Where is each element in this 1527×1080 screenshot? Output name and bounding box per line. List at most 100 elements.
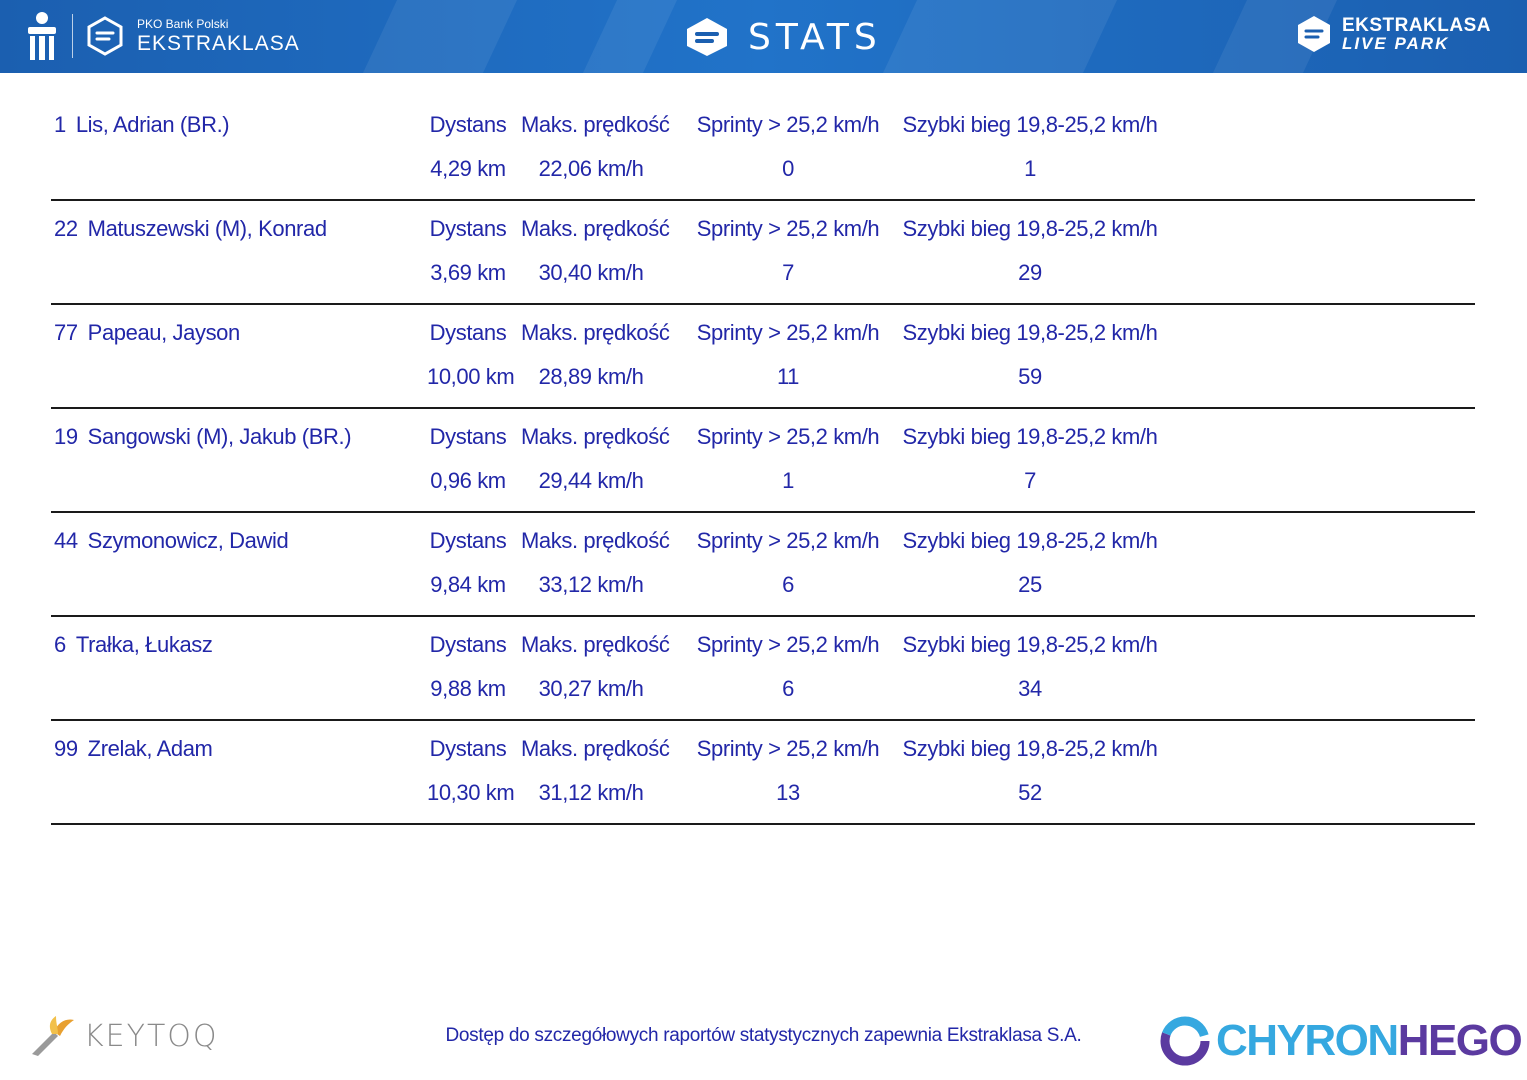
distance-label: Dystans xyxy=(429,528,507,553)
max-speed-label: Maks. prędkość xyxy=(521,736,670,761)
sprints-label: Sprinty > 25,2 km/h xyxy=(696,320,880,345)
distance-value: 9,88 km xyxy=(430,676,506,701)
player-name: Zrelak, Adam xyxy=(87,736,213,761)
max-speed-value: 30,27 km/h xyxy=(538,676,644,701)
player-row: 6 Trałka, Łukasz Dystans Maks. prędkość S… xyxy=(51,617,1475,721)
distance-label: Dystans xyxy=(429,736,507,761)
max-speed-value: 30,40 km/h xyxy=(538,260,644,285)
max-speed-value: 31,12 km/h xyxy=(538,780,644,805)
max-speed-label: Maks. prędkość xyxy=(521,112,670,137)
sprints-value: 7 xyxy=(782,260,794,285)
distance-value: 0,96 km xyxy=(430,468,506,493)
distance-label: Dystans xyxy=(429,112,507,137)
sprints-label: Sprinty > 25,2 km/h xyxy=(696,632,880,657)
player-name-cell: 19 Sangowski (M), Jakub (BR.) xyxy=(54,424,352,450)
max-speed-value: 28,89 km/h xyxy=(538,364,644,389)
fast-run-label: Szybki bieg 19,8-25,2 km/h xyxy=(902,320,1158,345)
player-row: 44 Szymonowicz, Dawid Dystans Maks. prędk… xyxy=(51,513,1475,617)
player-name-cell: 44 Szymonowicz, Dawid xyxy=(54,528,289,554)
sprints-value: 0 xyxy=(782,156,794,181)
player-name: Szymonowicz, Dawid xyxy=(87,528,289,553)
fast-run-label: Szybki bieg 19,8-25,2 km/h xyxy=(902,736,1158,761)
player-number: 77 xyxy=(54,320,78,345)
fast-run-label: Szybki bieg 19,8-25,2 km/h xyxy=(902,424,1158,449)
keytoq-logo: KEYTOQ xyxy=(28,1014,219,1058)
sprints-value: 1 xyxy=(782,468,794,493)
brand-divider xyxy=(72,14,73,58)
chyronhego-icon xyxy=(1160,1016,1210,1066)
sprints-value: 6 xyxy=(782,676,794,701)
max-speed-label: Maks. prędkość xyxy=(521,528,670,553)
sprints-label: Sprinty > 25,2 km/h xyxy=(696,528,880,553)
player-number: 44 xyxy=(54,528,78,553)
fast-run-label: Szybki bieg 19,8-25,2 km/h xyxy=(902,528,1158,553)
distance-value: 4,29 km xyxy=(430,156,506,181)
keytoq-icon xyxy=(32,1016,74,1056)
sprints-label: Sprinty > 25,2 km/h xyxy=(696,112,880,137)
live-park-line1: EKSTRAKLASA xyxy=(1341,15,1491,36)
distance-label: Dystans xyxy=(429,632,507,657)
fast-run-value: 7 xyxy=(1024,468,1036,493)
sprints-label: Sprinty > 25,2 km/h xyxy=(696,736,880,761)
player-name-cell: 77 Papeau, Jayson xyxy=(54,320,240,346)
sprints-value: 13 xyxy=(776,780,800,805)
fast-run-label: Szybki bieg 19,8-25,2 km/h xyxy=(902,112,1158,137)
fast-run-value: 34 xyxy=(1018,676,1042,701)
fast-run-value: 29 xyxy=(1018,260,1042,285)
max-speed-label: Maks. prędkość xyxy=(521,320,670,345)
player-number: 99 xyxy=(54,736,78,761)
player-stats-table: 1 Lis, Adrian (BR.) Dystans Maks. prędkoś… xyxy=(51,97,1475,825)
player-name-cell: 6 Trałka, Łukasz xyxy=(54,632,213,658)
hego-text: HEGO xyxy=(1397,1016,1523,1065)
player-name: Sangowski (M), Jakub (BR.) xyxy=(87,424,352,449)
sprints-label: Sprinty > 25,2 km/h xyxy=(696,424,880,449)
distance-value: 10,00 km xyxy=(427,364,515,389)
player-name: Trałka, Łukasz xyxy=(75,632,213,657)
brand-big-text: EKSTRAKLASA xyxy=(137,32,300,55)
fast-run-value: 59 xyxy=(1018,364,1042,389)
distance-label: Dystans xyxy=(429,320,507,345)
ekstraklasa-stats-icon xyxy=(687,18,727,56)
live-park-icon xyxy=(1297,16,1330,52)
brand-small-text: PKO Bank Polski xyxy=(137,17,229,31)
player-row: 19 Sangowski (M), Jakub (BR.) Dystans Mak… xyxy=(51,409,1475,513)
keytoq-text: KEYTOQ xyxy=(84,1018,219,1054)
player-row: 22 Matuszewski (M), Konrad Dystans Maks. … xyxy=(51,201,1475,305)
player-row: 1 Lis, Adrian (BR.) Dystans Maks. prędkoś… xyxy=(51,97,1475,201)
player-name-cell: 22 Matuszewski (M), Konrad xyxy=(54,216,327,242)
player-name: Papeau, Jayson xyxy=(87,320,241,345)
player-name-cell: 1 Lis, Adrian (BR.) xyxy=(54,112,230,138)
ekstraklasa-live-park-logo: EKSTRAKLASA LIVE PARK xyxy=(1294,14,1491,54)
sprints-value: 6 xyxy=(782,572,794,597)
max-speed-label: Maks. prędkość xyxy=(521,632,670,657)
player-name: Matuszewski (M), Konrad xyxy=(87,216,327,241)
sprints-value: 11 xyxy=(776,364,800,389)
max-speed-label: Maks. prędkość xyxy=(521,424,670,449)
player-number: 22 xyxy=(54,216,78,241)
player-number: 1 xyxy=(54,112,66,137)
fast-run-value: 52 xyxy=(1018,780,1042,805)
player-row: 77 Papeau, Jayson Dystans Maks. prędkość … xyxy=(51,305,1475,409)
pko-ekstraklasa-logo: PKO Bank Polski EKSTRAKLASA xyxy=(24,8,300,64)
distance-value: 3,69 km xyxy=(430,260,506,285)
footer-note: Dostęp do szczegółowych raportów statyst… xyxy=(445,1025,1082,1046)
max-speed-label: Maks. prędkość xyxy=(521,216,670,241)
distance-label: Dystans xyxy=(429,216,507,241)
player-number: 6 xyxy=(54,632,66,657)
player-name: Lis, Adrian (BR.) xyxy=(75,112,230,137)
ekstraklasa-icon xyxy=(87,16,123,56)
distance-value: 9,84 km xyxy=(430,572,506,597)
sprints-label: Sprinty > 25,2 km/h xyxy=(696,216,880,241)
max-speed-value: 33,12 km/h xyxy=(538,572,644,597)
player-row: 99 Zrelak, Adam Dystans Maks. prędkość Sp… xyxy=(51,721,1475,825)
max-speed-value: 29,44 km/h xyxy=(538,468,644,493)
player-name-cell: 99 Zrelak, Adam xyxy=(54,736,213,762)
chyron-text: CHYRON xyxy=(1216,1016,1399,1065)
fast-run-label: Szybki bieg 19,8-25,2 km/h xyxy=(902,632,1158,657)
page-title: STATS xyxy=(748,16,882,58)
distance-value: 10,30 km xyxy=(427,780,515,805)
player-number: 19 xyxy=(54,424,78,449)
header-bar: PKO Bank Polski EKSTRAKLASA STATS EKSTRA… xyxy=(0,0,1527,73)
fast-run-value: 25 xyxy=(1018,572,1042,597)
fast-run-value: 1 xyxy=(1024,156,1036,181)
